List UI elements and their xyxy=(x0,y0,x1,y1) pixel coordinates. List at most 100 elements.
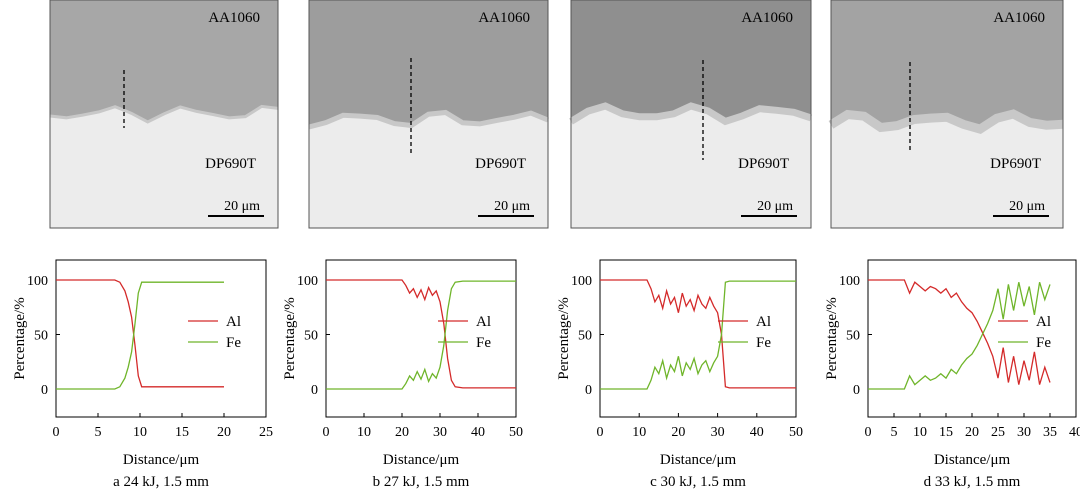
micrograph-d: AA1060 DP690T 20 μm xyxy=(828,0,1064,229)
top-material-label: AA1060 xyxy=(208,10,260,26)
legend-label-al: Al xyxy=(756,314,771,330)
chart-a: 0 5 10 15 20 25 0 50 100 Al Fe Distance/μm Percentag… xyxy=(12,259,273,490)
top-material-label: AA1060 xyxy=(741,10,793,26)
interface-layer xyxy=(569,102,813,126)
y-axis-label: Percentage/% xyxy=(556,297,572,379)
micrograph-c: AA1060 DP690T 20 μm xyxy=(569,0,813,229)
legend-label-al: Al xyxy=(1036,314,1051,330)
series-fe-line xyxy=(56,281,224,390)
x-tick-label: 40 xyxy=(750,425,764,440)
micrograph-border xyxy=(830,0,1064,229)
interface-layer xyxy=(828,109,1064,134)
series-al-line xyxy=(56,279,224,388)
scale-bar-label: 20 μm xyxy=(494,199,530,214)
chart-b: 0 10 20 30 40 50 0 50 100 Al Fe Distance/μm Percenta… xyxy=(282,259,523,490)
aluminium-region xyxy=(571,0,811,122)
x-tick-label: 10 xyxy=(133,425,147,440)
bottom-material-label: DP690T xyxy=(990,156,1041,172)
x-tick-label: 20 xyxy=(671,425,685,440)
x-tick-label: 10 xyxy=(357,425,371,440)
y-axis-label: Percentage/% xyxy=(824,297,840,379)
legend-label-fe: Fe xyxy=(226,335,241,351)
bottom-material-label: DP690T xyxy=(205,156,256,172)
y-tick-label: 50 xyxy=(34,329,48,344)
y-tick-label: 100 xyxy=(27,274,48,289)
scale-bar-label: 20 μm xyxy=(1009,199,1045,214)
legend-label-fe: Fe xyxy=(756,335,771,351)
x-tick-label: 0 xyxy=(865,425,872,440)
panel-caption: d 33 kJ, 1.5 mm xyxy=(924,474,1021,490)
y-tick-label: 0 xyxy=(585,383,592,398)
aluminium-region xyxy=(309,0,548,127)
legend-label-fe: Fe xyxy=(476,335,491,351)
aluminium-region xyxy=(50,0,278,122)
x-tick-label: 10 xyxy=(913,425,927,440)
micrograph-border xyxy=(570,0,812,229)
y-tick-label: 0 xyxy=(853,383,860,398)
y-tick-label: 50 xyxy=(846,329,860,344)
panel-caption: b 27 kJ, 1.5 mm xyxy=(373,474,470,490)
y-tick-label: 100 xyxy=(571,274,592,289)
micrograph-b: AA1060 DP690T 20 μm xyxy=(308,0,549,229)
series-fe-line xyxy=(868,282,1051,390)
y-tick-label: 50 xyxy=(304,329,318,344)
aluminium-region xyxy=(831,0,1063,130)
series-fe-line xyxy=(600,280,796,390)
x-tick-label: 5 xyxy=(891,425,898,440)
x-tick-label: 0 xyxy=(323,425,330,440)
panel-caption: a 24 kJ, 1.5 mm xyxy=(113,474,209,490)
x-tick-label: 50 xyxy=(789,425,803,440)
top-material-label: AA1060 xyxy=(993,10,1045,26)
x-tick-label: 40 xyxy=(1069,425,1080,440)
x-tick-label: 10 xyxy=(632,425,646,440)
plot-frame xyxy=(599,259,797,418)
x-axis-label: Distance/μm xyxy=(934,452,1011,468)
x-tick-label: 40 xyxy=(471,425,485,440)
x-tick-label: 15 xyxy=(175,425,189,440)
x-tick-label: 30 xyxy=(711,425,725,440)
scale-bar-label: 20 μm xyxy=(757,199,793,214)
y-tick-label: 0 xyxy=(41,383,48,398)
x-tick-label: 35 xyxy=(1043,425,1057,440)
x-tick-label: 25 xyxy=(259,425,273,440)
plot-frame xyxy=(325,259,517,418)
bottom-material-label: DP690T xyxy=(475,156,526,172)
x-axis-label: Distance/μm xyxy=(383,452,460,468)
series-fe-line xyxy=(326,280,516,390)
interface-layer xyxy=(308,109,549,130)
chart-d: 0 5 10 15 20 25 30 35 40 0 50 100 Al Fe Distance/μm Per… xyxy=(824,259,1080,490)
x-tick-label: 30 xyxy=(433,425,447,440)
interface-layer xyxy=(49,104,279,124)
x-tick-label: 0 xyxy=(53,425,60,440)
top-material-label: AA1060 xyxy=(478,10,530,26)
y-axis-label: Percentage/% xyxy=(12,297,28,379)
legend-label-al: Al xyxy=(226,314,241,330)
panel-caption: c 30 kJ, 1.5 mm xyxy=(650,474,746,490)
x-tick-label: 30 xyxy=(1017,425,1031,440)
legend-label-fe: Fe xyxy=(1036,335,1051,351)
x-axis-label: Distance/μm xyxy=(660,452,737,468)
x-tick-label: 50 xyxy=(509,425,523,440)
plot-frame xyxy=(55,259,267,418)
series-al-line xyxy=(600,279,796,389)
micrograph-border xyxy=(308,0,549,229)
series-al-line xyxy=(326,279,516,389)
y-tick-label: 50 xyxy=(578,329,592,344)
x-tick-label: 20 xyxy=(395,425,409,440)
x-axis-label: Distance/μm xyxy=(123,452,200,468)
legend-label-al: Al xyxy=(476,314,491,330)
x-tick-label: 15 xyxy=(939,425,953,440)
y-tick-label: 100 xyxy=(839,274,860,289)
x-tick-label: 20 xyxy=(965,425,979,440)
scale-bar-label: 20 μm xyxy=(224,199,260,214)
y-tick-label: 100 xyxy=(297,274,318,289)
chart-c: 0 10 20 30 40 50 0 50 100 Al Fe Distance/μm Percenta… xyxy=(556,259,803,490)
x-tick-label: 20 xyxy=(217,425,231,440)
micrograph-a: AA1060 DP690T 20 μm xyxy=(49,0,279,229)
series-al-line xyxy=(868,279,1051,385)
x-tick-label: 0 xyxy=(597,425,604,440)
x-tick-label: 5 xyxy=(95,425,102,440)
x-tick-label: 25 xyxy=(991,425,1005,440)
micrograph-border xyxy=(49,0,279,229)
